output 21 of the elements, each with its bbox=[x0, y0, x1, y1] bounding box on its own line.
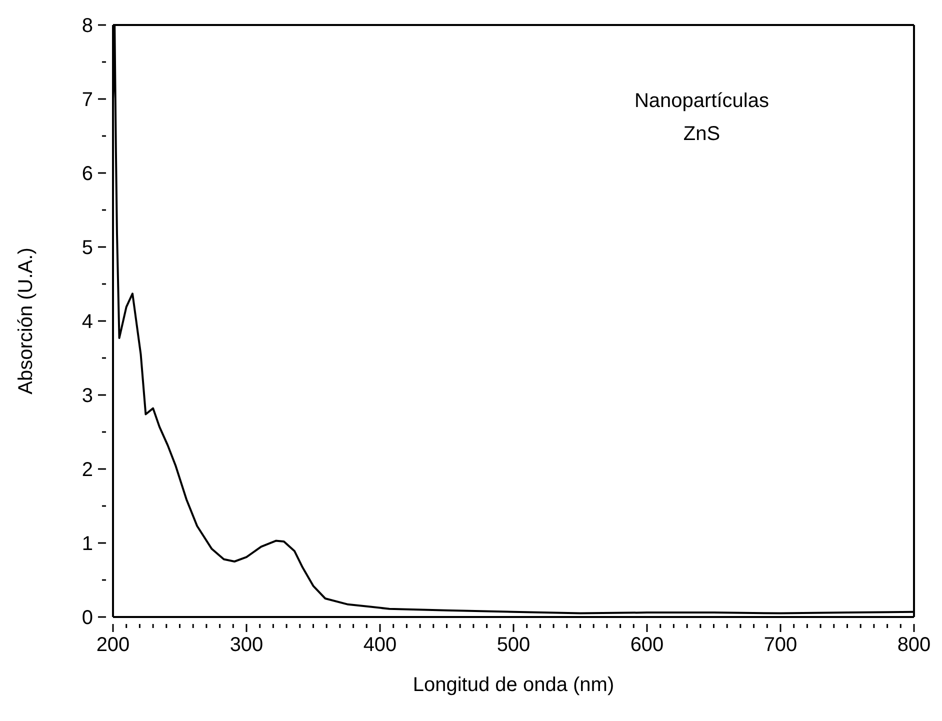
y-tick-label: 8 bbox=[82, 15, 93, 37]
y-tick-label: 4 bbox=[82, 311, 93, 333]
x-axis-title: Longitud de onda (nm) bbox=[412, 674, 614, 696]
y-tick-label: 1 bbox=[82, 533, 93, 555]
x-tick-label: 200 bbox=[96, 634, 130, 656]
y-tick-label: 6 bbox=[82, 163, 93, 185]
y-axis-title: Absorción (U.A.) bbox=[15, 248, 37, 394]
x-tick-label: 600 bbox=[630, 634, 664, 656]
annotation: ZnS bbox=[683, 123, 720, 145]
x-tick-label: 300 bbox=[230, 634, 264, 656]
y-tick-label: 3 bbox=[82, 385, 93, 407]
y-tick-label: 0 bbox=[82, 607, 93, 629]
y-tick-label: 2 bbox=[82, 459, 93, 481]
annotation: Nanopartículas bbox=[634, 90, 769, 112]
x-tick-label: 800 bbox=[897, 634, 931, 656]
x-tick-label: 700 bbox=[764, 634, 798, 656]
x-tick-label: 400 bbox=[363, 634, 397, 656]
x-tick-label: 500 bbox=[496, 634, 530, 656]
y-tick-label: 5 bbox=[82, 237, 93, 259]
y-tick-label: 7 bbox=[82, 89, 93, 111]
line-series bbox=[113, 25, 914, 614]
